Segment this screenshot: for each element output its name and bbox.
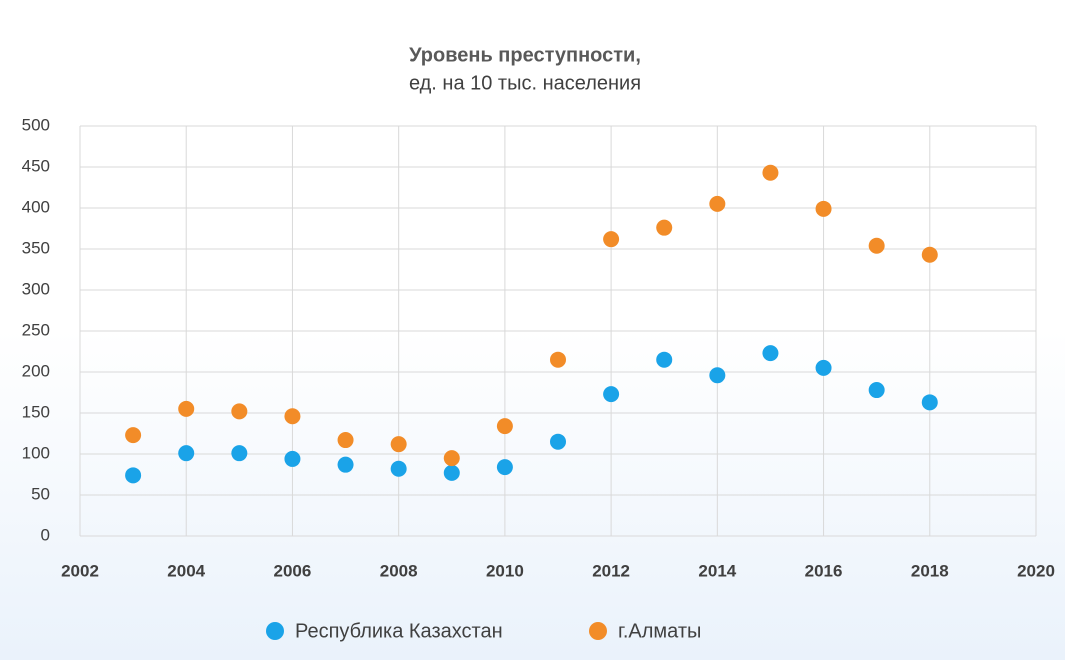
point [603,231,620,248]
chart-title: Уровень преступности, [409,44,641,66]
point [443,464,460,481]
y-tick-label: 100 [22,443,50,462]
point [496,418,513,435]
point [815,359,832,376]
point [125,467,142,484]
x-tick-label: 2006 [274,561,312,580]
point [709,195,726,212]
x-tick-label: 2004 [167,561,205,580]
y-tick-label: 250 [22,320,50,339]
point [390,460,407,477]
point [921,394,938,411]
point [231,403,248,420]
x-tick-label: 2016 [805,561,843,580]
legend-marker [266,622,284,640]
point [709,367,726,384]
x-tick-label: 2012 [592,561,630,580]
x-tick-label: 2018 [911,561,949,580]
point [125,427,142,444]
legend-label: г.Алматы [618,620,701,642]
point [656,351,673,368]
y-tick-label: 50 [31,484,50,503]
point [231,445,248,462]
point [496,459,513,476]
chart-subtitle: ед. на 10 тыс. населения [409,72,641,94]
legend-marker [589,622,607,640]
point [337,456,354,473]
x-tick-label: 2002 [61,561,99,580]
y-tick-label: 300 [22,279,50,298]
point [603,386,620,403]
point [178,445,195,462]
point [550,433,566,450]
x-tick-label: 2008 [380,561,418,580]
point [868,237,885,254]
x-tick-label: 2010 [486,561,524,580]
point [656,219,673,236]
point [390,436,407,453]
y-tick-label: 450 [22,156,50,175]
x-tick-label: 2020 [1017,561,1055,580]
x-tick-label: 2014 [698,561,736,580]
y-tick-label: 400 [22,197,50,216]
y-tick-label: 150 [22,402,50,421]
point [762,164,779,181]
point [550,351,566,368]
point [443,450,460,467]
point [815,200,832,217]
point [284,450,301,467]
point [921,246,938,263]
y-tick-label: 350 [22,238,50,257]
point [284,408,301,425]
y-tick-label: 200 [22,361,50,380]
point [762,345,779,362]
legend-label: Республика Казахстан [295,620,503,642]
y-tick-label: 500 [22,115,50,134]
point [178,400,195,417]
point [337,432,354,449]
point [868,382,885,399]
y-tick-label: 0 [41,525,50,544]
